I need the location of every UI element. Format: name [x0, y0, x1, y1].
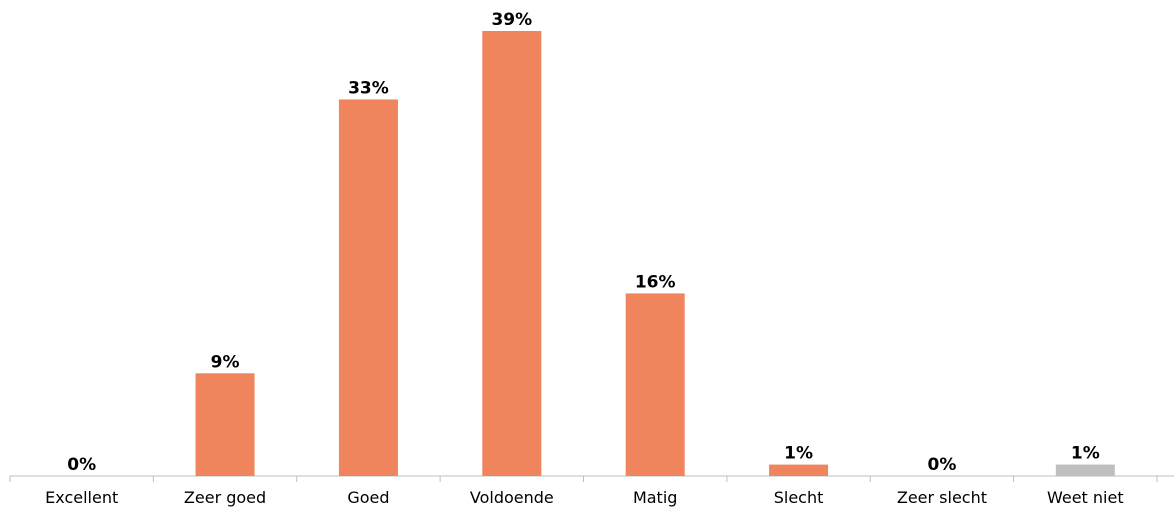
value-label: 16%	[635, 272, 676, 292]
x-tick-label: Goed	[347, 488, 389, 507]
bar	[482, 31, 542, 476]
value-label: 33%	[348, 78, 389, 98]
x-tick-label: Zeer goed	[184, 488, 266, 507]
bar	[338, 99, 398, 476]
bar	[195, 373, 255, 476]
x-tick-label: Zeer slecht	[897, 488, 987, 507]
value-label: 9%	[211, 352, 240, 372]
bar	[625, 293, 685, 476]
x-tick-label: Matig	[633, 488, 677, 507]
bar	[1055, 464, 1115, 476]
value-label: 0%	[67, 455, 96, 475]
value-label: 1%	[1071, 444, 1100, 464]
value-label: 1%	[784, 444, 813, 464]
x-tick-label: Voldoende	[470, 488, 554, 507]
x-tick-label: Excellent	[45, 488, 118, 507]
value-label: 39%	[491, 10, 532, 30]
value-label: 0%	[928, 455, 957, 475]
x-tick-label: Weet niet	[1047, 488, 1124, 507]
x-tick-label: Slecht	[774, 488, 824, 507]
bar	[769, 464, 829, 476]
